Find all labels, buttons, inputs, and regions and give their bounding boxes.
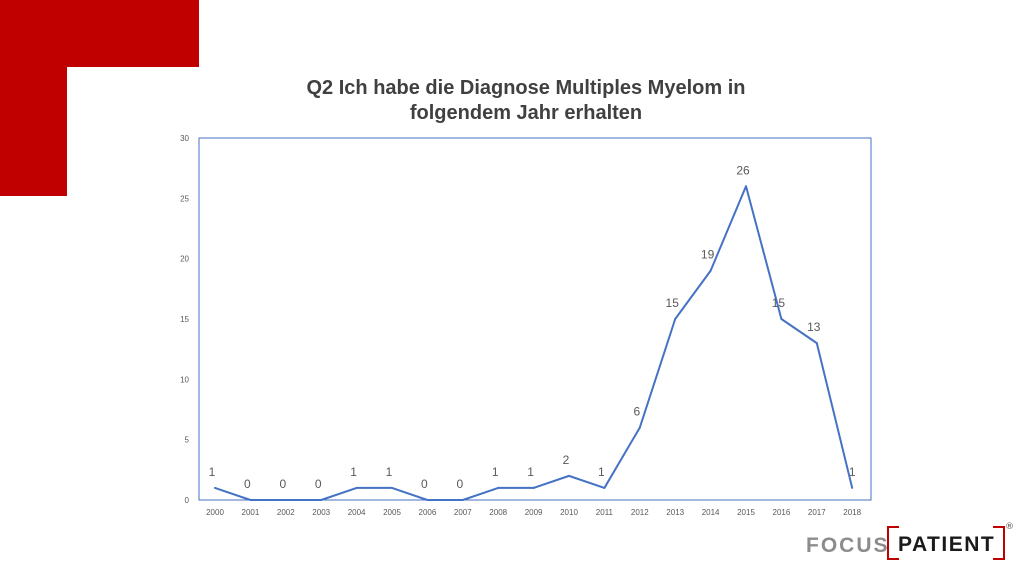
x-tick-label: 2016: [773, 508, 791, 517]
x-tick-label: 2011: [596, 508, 614, 517]
data-point: [674, 318, 677, 320]
data-label: 1: [849, 465, 856, 479]
data-label: 1: [598, 465, 605, 479]
x-tick-label: 2007: [454, 508, 472, 517]
x-tick-label: 2018: [843, 508, 861, 517]
data-point: [603, 486, 606, 489]
x-tick-label: 2015: [737, 508, 755, 517]
logo-bracket-left: [887, 526, 899, 560]
logo-patient-text: PATIENT: [898, 533, 996, 556]
x-tick-label: 2009: [525, 508, 543, 517]
data-label: 1: [527, 465, 534, 479]
data-label: 0: [315, 477, 322, 491]
data-label: 15: [666, 296, 680, 310]
data-label: 13: [807, 320, 821, 334]
x-tick-label: 2012: [631, 508, 649, 517]
data-point: [284, 499, 287, 501]
data-label: 1: [492, 465, 499, 479]
x-tick-label: 2006: [419, 508, 437, 517]
data-point: [391, 486, 393, 489]
x-tick-label: 2002: [277, 508, 295, 517]
data-point: [851, 486, 854, 489]
data-label: 1: [209, 465, 216, 479]
y-tick-label: 0: [185, 496, 190, 505]
x-tick-label: 2010: [560, 508, 578, 517]
data-label: 1: [350, 465, 357, 479]
data-point: [780, 318, 783, 320]
chart-title: Q2 Ich habe die Diagnose Multiples Myelo…: [230, 76, 822, 126]
data-label: 19: [701, 248, 715, 262]
data-label: 2: [563, 453, 570, 467]
x-tick-label: 2001: [242, 508, 260, 517]
x-tick-label: 2013: [666, 508, 684, 517]
series-line: [214, 185, 854, 501]
x-tick-label: 2005: [383, 508, 401, 517]
chart-title-line-2: folgendem Jahr erhalten: [409, 102, 643, 124]
data-point: [532, 486, 535, 489]
data-point: [568, 474, 570, 477]
data-point: [426, 499, 429, 501]
chart-title-line-1: Q2 Ich habe die Diagnose Multiples Myelo…: [306, 77, 746, 99]
brand-red-block-top: [0, 0, 199, 67]
x-tick-label: 2014: [702, 508, 720, 517]
data-point: [355, 486, 358, 489]
data-point: [461, 499, 464, 501]
y-tick-label: 10: [180, 375, 189, 384]
y-tick-label: 25: [180, 194, 189, 203]
x-tick-label: 2003: [312, 508, 330, 517]
logo-registered-mark: ®: [1005, 522, 1014, 532]
y-tick-label: 30: [180, 134, 189, 143]
data-label: 15: [772, 296, 786, 310]
data-label: 0: [456, 477, 463, 491]
logo-focus-text: FOCUS: [806, 534, 890, 557]
data-point: [815, 342, 818, 345]
x-tick-label: 2008: [489, 508, 507, 517]
data-label: 6: [633, 405, 640, 419]
data-label: 26: [736, 163, 750, 177]
logo-bracket-right: [993, 526, 1005, 560]
data-label: 1: [386, 465, 393, 479]
focus-patient-logo: FOCUS PATIENT ®: [806, 522, 1016, 562]
data-point: [745, 185, 747, 188]
x-tick-label: 2000: [206, 508, 224, 517]
y-tick-label: 5: [185, 436, 190, 445]
data-label: 0: [421, 477, 428, 491]
y-tick-label: 20: [180, 255, 189, 264]
data-label: 0: [279, 477, 286, 491]
data-point: [320, 499, 323, 501]
x-tick-label: 2017: [808, 508, 826, 517]
data-label: 0: [244, 477, 251, 491]
data-point: [497, 486, 500, 489]
plot-area-border: [198, 137, 872, 501]
data-point: [709, 269, 712, 272]
x-tick-label: 2004: [348, 508, 366, 517]
y-tick-label: 15: [180, 315, 189, 324]
data-point: [638, 426, 641, 429]
brand-red-block-left: [0, 67, 67, 196]
data-point: [249, 499, 252, 501]
data-point: [214, 486, 216, 489]
